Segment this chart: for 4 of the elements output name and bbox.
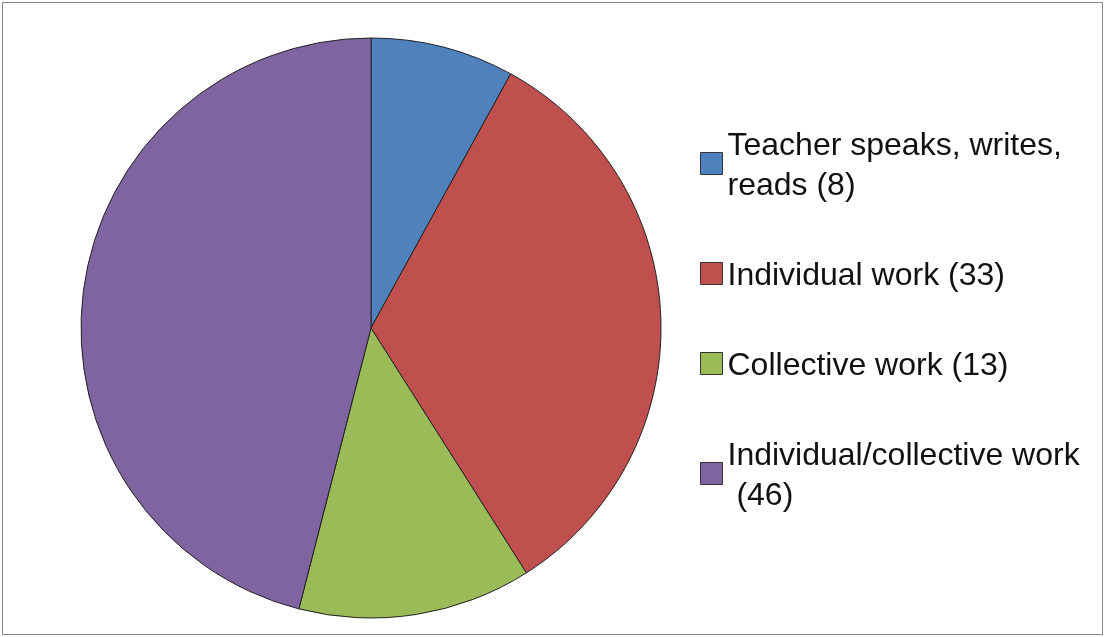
legend-label: Teacher speaks, writes, reads (8) [727,125,1071,202]
legend-label: Individual/collective work (46) [727,435,1081,512]
legend-label: Individual work (33) [727,255,1005,292]
legend-label: Collective work (13) [727,345,1009,382]
